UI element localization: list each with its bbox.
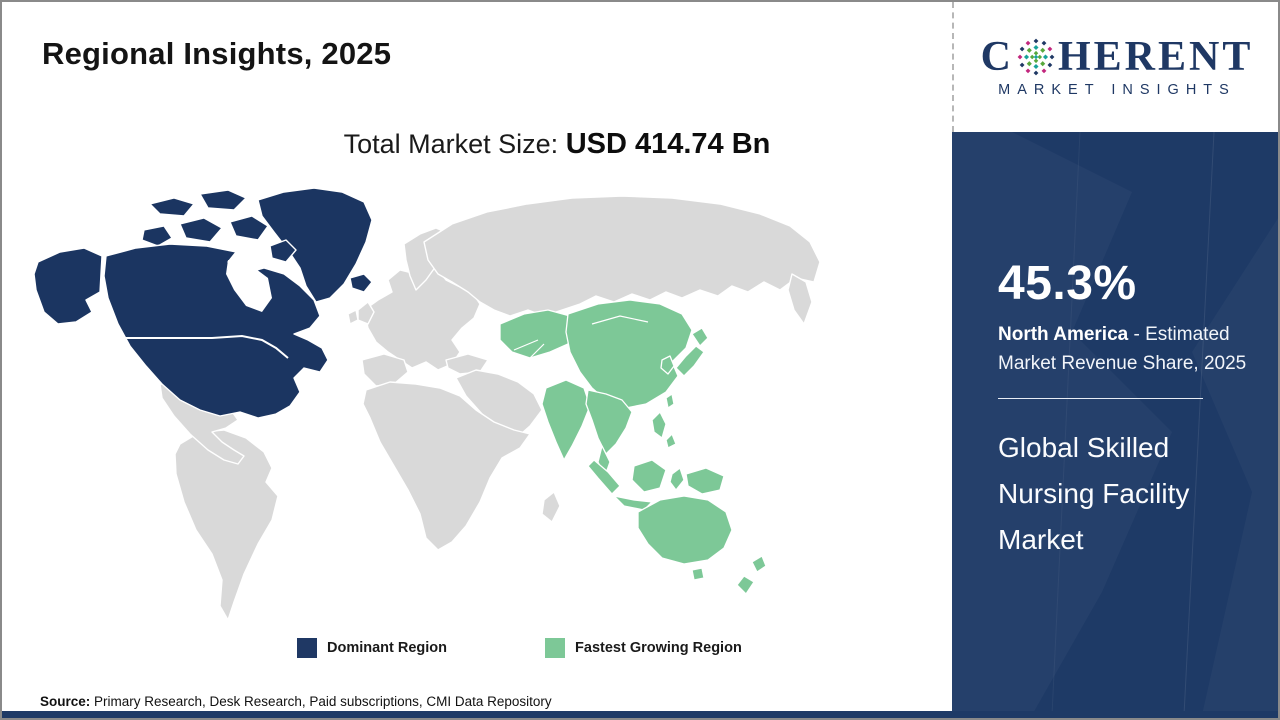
map-iberia xyxy=(361,353,409,387)
map-us-canada-border xyxy=(106,334,289,359)
total-market-size-label: Total Market Size: xyxy=(343,129,566,159)
map-korea xyxy=(660,355,675,375)
stat-description: North America - Estimated Market Revenue… xyxy=(998,320,1248,378)
total-market-size: Total Market Size: USD 414.74 Bn xyxy=(2,128,952,161)
stat-value: 45.3% xyxy=(998,257,1137,310)
logo-wordmark: C xyxy=(981,36,1254,78)
map-new-zealand xyxy=(736,575,755,595)
map-australia xyxy=(637,495,733,565)
map-arctic-island xyxy=(269,239,297,263)
map-middle-east xyxy=(455,369,543,441)
map-russia xyxy=(423,195,821,317)
map-new-zealand xyxy=(751,555,767,573)
total-market-size-value: USD 414.74 Bn xyxy=(565,128,771,160)
map-south-america xyxy=(174,429,279,621)
map-philippines xyxy=(665,433,677,449)
logo-globe-icon xyxy=(1017,38,1055,76)
dominant-region-swatch xyxy=(297,638,317,658)
map-region-dominant xyxy=(33,187,373,419)
map-canada-usa xyxy=(103,243,329,419)
map-ireland xyxy=(347,309,359,325)
dominant-region-label: Dominant Region xyxy=(327,640,448,656)
map-china-mongolia xyxy=(565,299,693,409)
map-japan-main xyxy=(675,345,705,377)
main-content: Regional Insights, 2025 Total Market Siz… xyxy=(2,2,952,715)
sidebar-content: 45.3% North America - Estimated Market R… xyxy=(952,132,1278,563)
map-arctic-island xyxy=(141,225,173,247)
logo-word-end: HERENT xyxy=(1057,34,1254,80)
stat-divider xyxy=(998,398,1203,399)
fastest-region-label: Fastest Growing Region xyxy=(575,640,742,656)
map-sumatra xyxy=(587,459,621,495)
logo-area: C xyxy=(952,2,1278,132)
map-arctic-island xyxy=(149,197,195,217)
map-hudson-bay xyxy=(226,260,272,312)
bottom-accent-strip xyxy=(2,711,1278,718)
map-japan-north xyxy=(691,327,709,347)
legend: Dominant Region Fastest Growing Region xyxy=(297,638,742,658)
map-indochina xyxy=(585,389,633,455)
map-arctic-island xyxy=(229,215,269,241)
map-arctic-island xyxy=(199,189,247,211)
page-title: Regional Insights, 2025 xyxy=(42,36,392,71)
map-border-stans xyxy=(513,339,545,359)
logo-word-start: C xyxy=(980,34,1014,80)
map-sulawesi xyxy=(669,467,685,491)
map-madagascar xyxy=(541,491,561,523)
map-taiwan xyxy=(665,393,675,409)
stat-desc-rest: - Estimated Market Revenue Share, 2025 xyxy=(998,324,1247,374)
map-alaska xyxy=(33,247,103,325)
map-philippines xyxy=(651,411,667,439)
world-map xyxy=(32,182,912,632)
source-label: Source: xyxy=(40,694,91,709)
map-border-mongolia xyxy=(591,315,649,325)
map-tasmania xyxy=(691,567,705,581)
map-india xyxy=(541,379,591,461)
map-kamchatka xyxy=(787,273,813,325)
map-africa xyxy=(362,381,531,551)
source-text: Primary Research, Desk Research, Paid su… xyxy=(90,694,552,709)
market-title: Global Skilled Nursing Facility Market xyxy=(998,432,1190,555)
map-iceland xyxy=(349,273,373,293)
map-region-fastest xyxy=(499,299,767,595)
fastest-region-swatch xyxy=(545,638,566,658)
sidebar: 45.3% North America - Estimated Market R… xyxy=(952,132,1278,715)
legend-item-fastest: Fastest Growing Region xyxy=(545,638,742,658)
logo-tagline: MARKET INSIGHTS xyxy=(998,82,1236,98)
legend-item-dominant: Dominant Region xyxy=(297,638,447,658)
world-map-svg xyxy=(33,187,821,621)
source-line: Source: Primary Research, Desk Research,… xyxy=(40,694,552,709)
map-arctic-island xyxy=(179,217,223,243)
map-new-guinea xyxy=(685,467,725,495)
stat-region: North America xyxy=(998,324,1129,345)
map-borneo xyxy=(631,459,667,493)
